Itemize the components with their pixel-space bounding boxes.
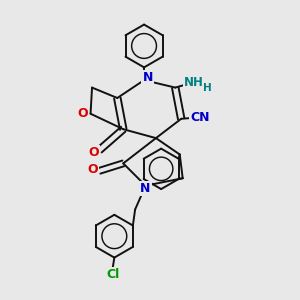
- Text: N: N: [142, 71, 153, 84]
- Text: O: O: [88, 163, 98, 176]
- Text: O: O: [89, 146, 99, 159]
- Text: NH: NH: [184, 76, 204, 89]
- Text: H: H: [203, 82, 212, 93]
- Text: O: O: [77, 107, 88, 120]
- Text: CN: CN: [190, 111, 209, 124]
- Text: Cl: Cl: [106, 268, 119, 281]
- Text: N: N: [140, 182, 151, 194]
